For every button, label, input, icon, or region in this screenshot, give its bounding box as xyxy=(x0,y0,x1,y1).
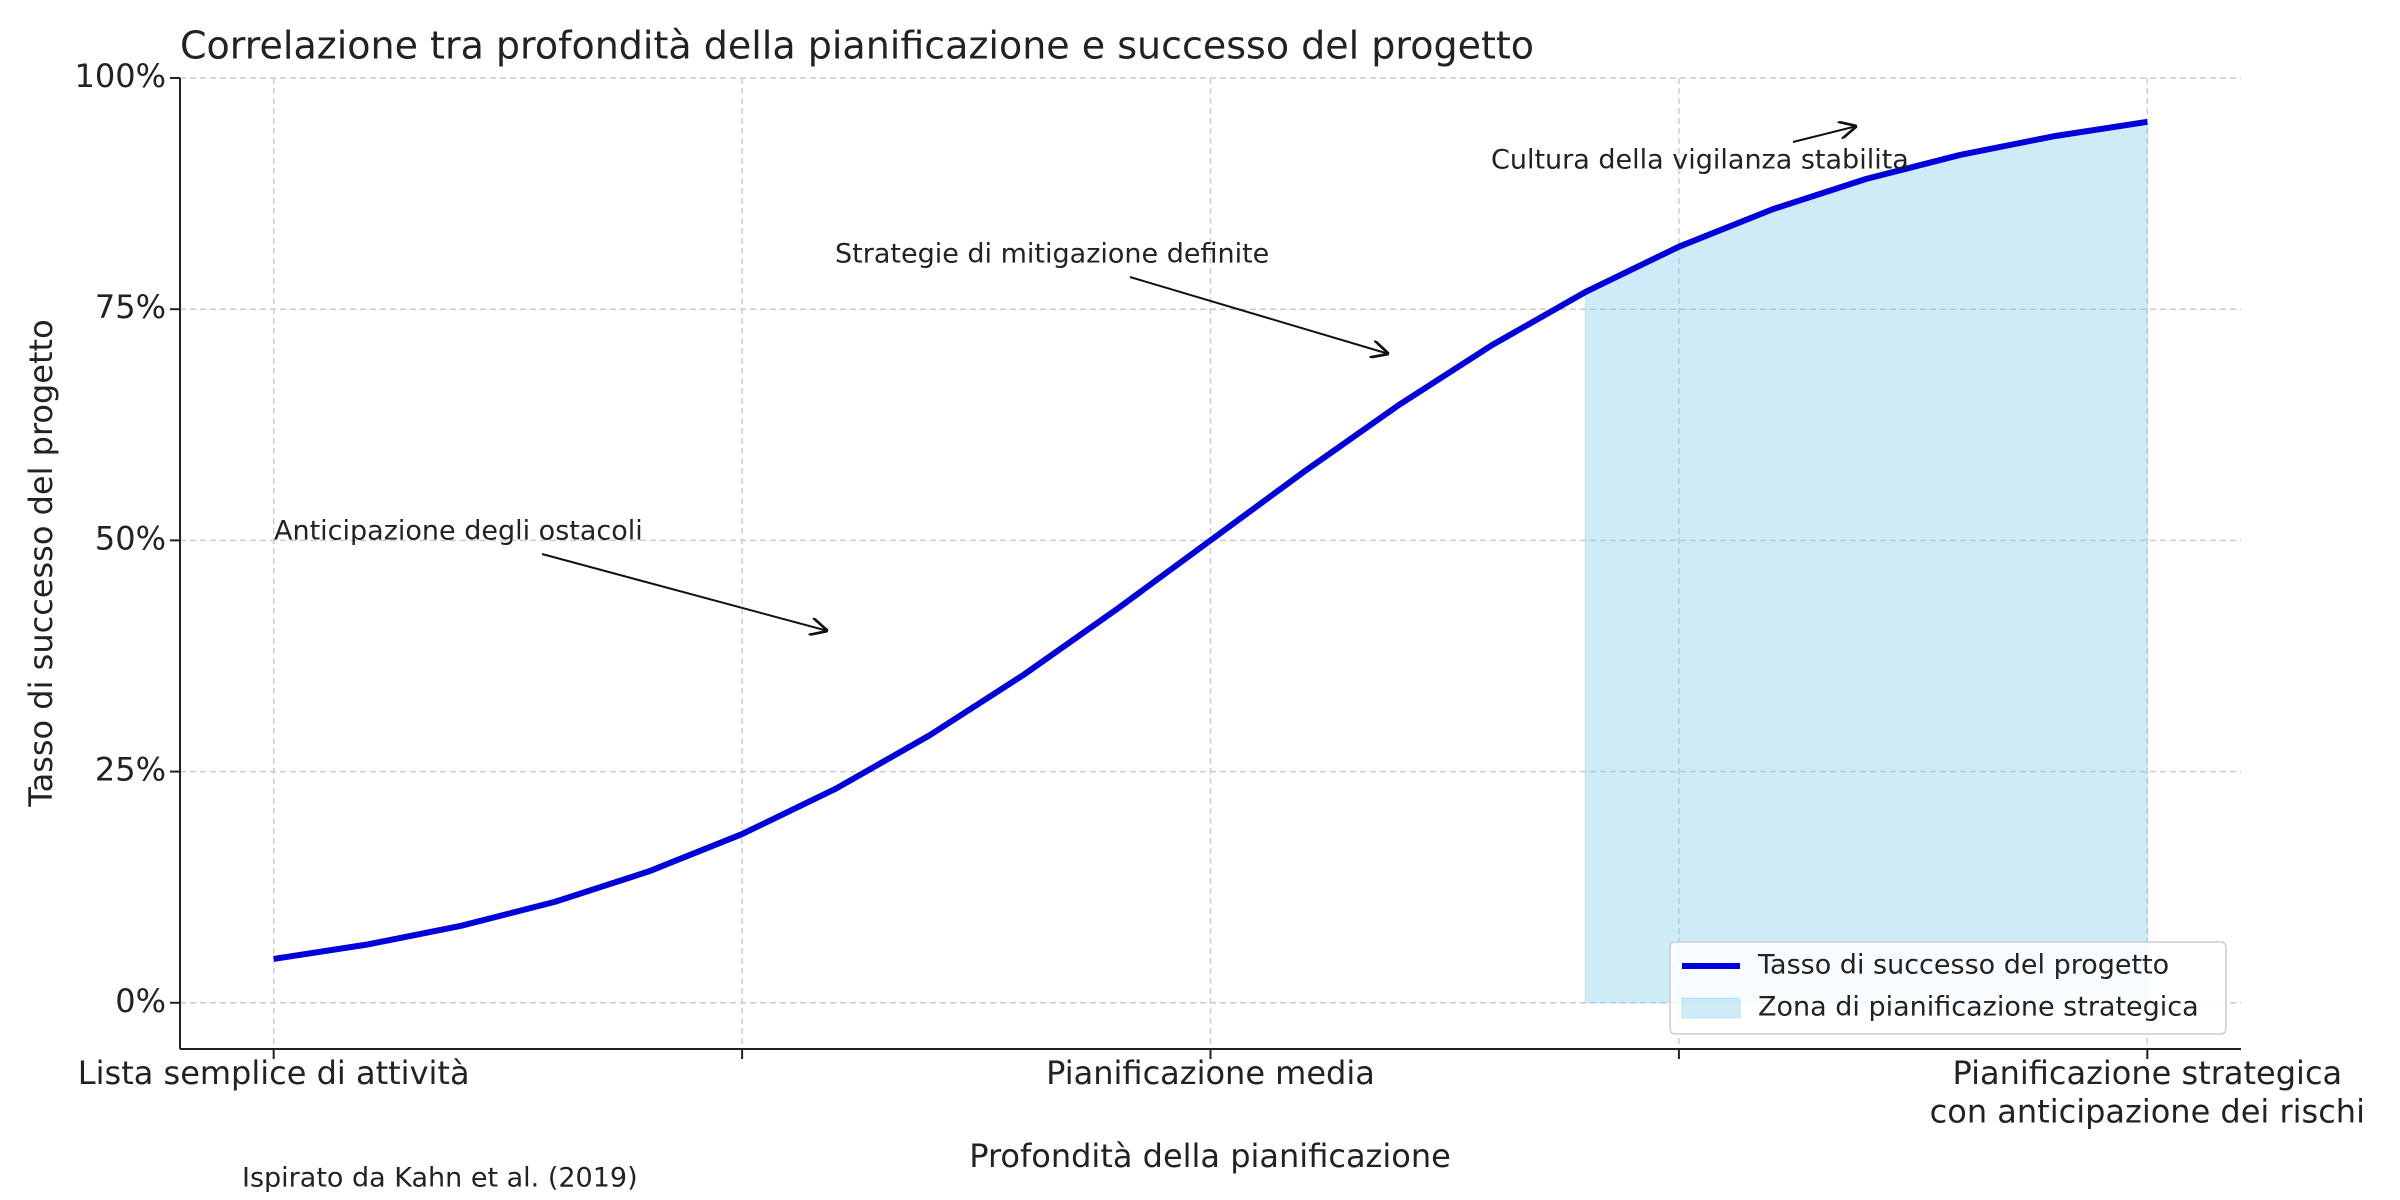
source-note: Ispirato da Kahn et al. (2019) xyxy=(242,1163,638,1194)
y-tick-label: 75% xyxy=(95,288,166,326)
y-tick-label: 25% xyxy=(95,751,166,789)
y-axis-label: Tasso di successo del progetto xyxy=(22,319,60,807)
legend-label: Zona di pianificazione strategica xyxy=(1758,992,2199,1023)
annotation-arrow xyxy=(1792,126,1857,143)
annotation: Anticipazione degli ostacoli xyxy=(274,516,643,547)
x-axis-label: Profondità della pianificazione xyxy=(969,1137,1451,1175)
y-tick-label: 0% xyxy=(115,982,166,1020)
annotation-arrow xyxy=(1129,276,1389,354)
chart-title: Correlazione tra profondità della pianif… xyxy=(180,24,1534,68)
x-tick-label: Pianificazione media xyxy=(1046,1054,1375,1092)
annotation: Cultura della vigilanza stabilita xyxy=(1491,145,1909,176)
legend-swatch xyxy=(1681,997,1741,1019)
legend-label: Tasso di successo del progetto xyxy=(1757,950,2169,981)
legend-box xyxy=(1669,941,2227,1035)
line xyxy=(273,118,2148,962)
annotation: Strategie di mitigazione definite xyxy=(835,239,1269,270)
y-tick-label: 100% xyxy=(75,57,166,95)
x-tick-label: Pianificazione strategica con anticipazio… xyxy=(1930,1054,2365,1130)
x-tick-label: Lista semplice di attività xyxy=(78,1054,470,1092)
y-tick-label: 50% xyxy=(95,519,166,557)
annotation-arrow xyxy=(541,553,828,631)
